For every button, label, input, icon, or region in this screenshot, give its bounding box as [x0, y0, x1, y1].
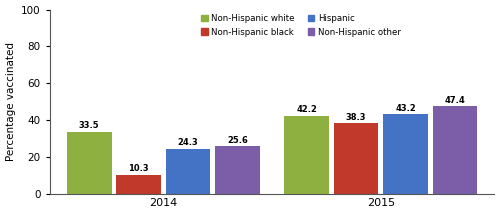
Bar — [116, 175, 161, 194]
Bar — [284, 116, 329, 194]
Y-axis label: Percentage vaccinated: Percentage vaccinated — [6, 42, 16, 161]
Bar — [216, 146, 260, 194]
Text: 10.3: 10.3 — [128, 164, 149, 173]
Bar — [67, 132, 112, 194]
Legend: Non-Hispanic white, Non-Hispanic black, Hispanic, Non-Hispanic other: Non-Hispanic white, Non-Hispanic black, … — [201, 14, 401, 37]
Text: 24.3: 24.3 — [178, 138, 199, 147]
Text: 47.4: 47.4 — [444, 96, 466, 105]
Bar — [166, 149, 210, 194]
Text: 33.5: 33.5 — [79, 122, 100, 131]
Text: 43.2: 43.2 — [395, 104, 416, 113]
Text: 25.6: 25.6 — [227, 136, 248, 145]
Bar — [432, 106, 477, 194]
Bar — [334, 123, 378, 194]
Bar — [384, 114, 428, 194]
Text: 42.2: 42.2 — [296, 106, 317, 114]
Text: 38.3: 38.3 — [346, 113, 366, 122]
